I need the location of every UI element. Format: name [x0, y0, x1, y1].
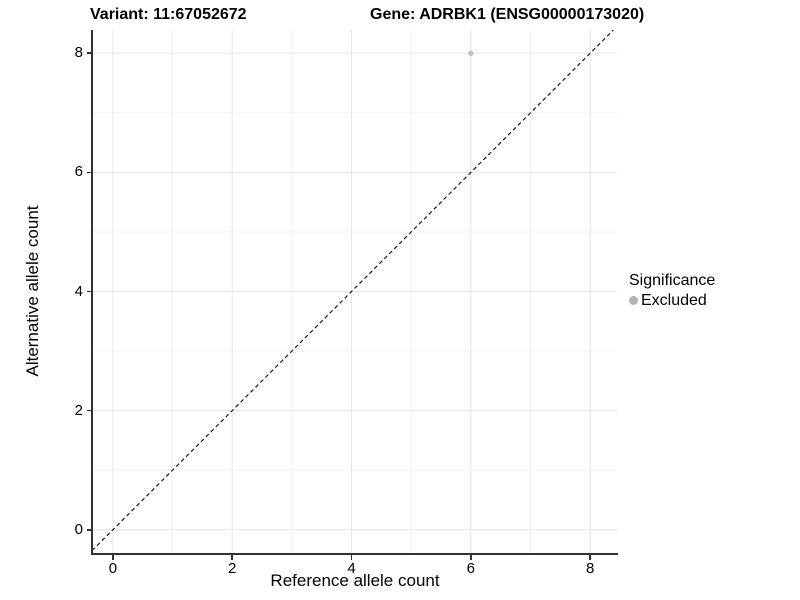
y-axis-title: Alternative allele count	[23, 205, 42, 377]
x-tick-mark	[231, 555, 233, 560]
y-axis-line	[91, 30, 93, 554]
x-tick-label: 4	[347, 560, 356, 577]
y-tick-label: 0	[74, 520, 83, 538]
x-axis-title: Reference allele count	[270, 571, 440, 590]
y-tick-mark	[86, 290, 91, 293]
legend-title: Significance	[629, 272, 716, 289]
y-tick-mark	[86, 409, 91, 412]
x-tick-label: 2	[228, 560, 237, 577]
identity-reference-line	[92, 30, 614, 552]
y-tick-label: 4	[74, 282, 83, 300]
x-tick-label: 6	[466, 560, 475, 577]
excluded-dot-icon	[629, 296, 638, 305]
y-tick-label: 8	[74, 44, 83, 62]
x-axis-line	[91, 553, 618, 555]
x-tick-label: 0	[108, 560, 118, 577]
legend-item-label: Excluded	[641, 292, 707, 309]
x-tick-label: 8	[585, 560, 595, 577]
x-tick-mark	[589, 555, 591, 560]
y-tick-mark	[86, 529, 91, 531]
y-tick-label: 6	[74, 163, 83, 181]
plot-title-variant: Variant: 11:67052672	[90, 6, 247, 23]
x-tick-mark	[470, 555, 472, 560]
legend-item-excluded: Excluded	[629, 291, 715, 310]
data-point	[468, 50, 474, 56]
y-tick-mark	[86, 52, 91, 54]
plot-panel	[92, 30, 617, 553]
legend: Significance Excluded	[629, 271, 715, 310]
y-tick-mark	[86, 171, 91, 174]
x-tick-mark	[350, 555, 353, 560]
y-tick-label: 2	[74, 401, 83, 419]
x-tick-mark	[112, 555, 114, 560]
plot-canvas	[92, 30, 617, 553]
plot-title-gene: Gene: ADRBK1 (ENSG00000173020)	[370, 6, 645, 23]
